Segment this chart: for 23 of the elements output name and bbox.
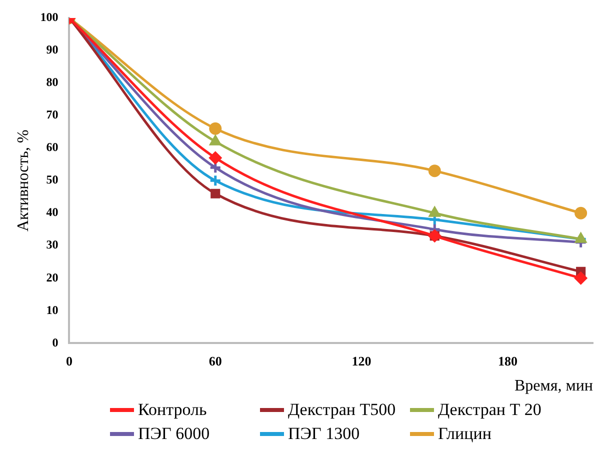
y-tick-label: 40 bbox=[46, 205, 58, 220]
y-tick-label: 0 bbox=[52, 335, 58, 350]
legend-label: ПЭГ 1300 bbox=[288, 424, 360, 444]
y-tick-label: 80 bbox=[46, 75, 58, 90]
y-tick-label: 100 bbox=[40, 10, 58, 24]
y-tick-label: 60 bbox=[46, 140, 58, 154]
legend-label: Контроль bbox=[138, 400, 207, 420]
x-tick-label: 180 bbox=[498, 353, 518, 368]
x-axis-title: Время, мин bbox=[514, 378, 594, 395]
x-tick-label: 60 bbox=[208, 353, 222, 368]
legend-label: Декстран T500 bbox=[288, 400, 396, 420]
y-tick-label: 30 bbox=[46, 238, 58, 252]
y-tick-label: 20 bbox=[46, 270, 58, 284]
y-tick-label: 90 bbox=[46, 42, 58, 57]
y-tick-label: 10 bbox=[46, 302, 58, 317]
x-tick-label: 120 bbox=[352, 353, 372, 368]
y-tick-label: 70 bbox=[46, 108, 58, 122]
y-axis-title: Активность, % bbox=[14, 130, 32, 232]
x-tick-label: 0 bbox=[66, 353, 72, 368]
legend-label: Декстран Т 20 bbox=[438, 400, 542, 420]
legend-label: Глицин bbox=[438, 424, 492, 444]
y-tick-label: 50 bbox=[46, 172, 58, 187]
legend-label: ПЭГ 6000 bbox=[138, 424, 210, 444]
